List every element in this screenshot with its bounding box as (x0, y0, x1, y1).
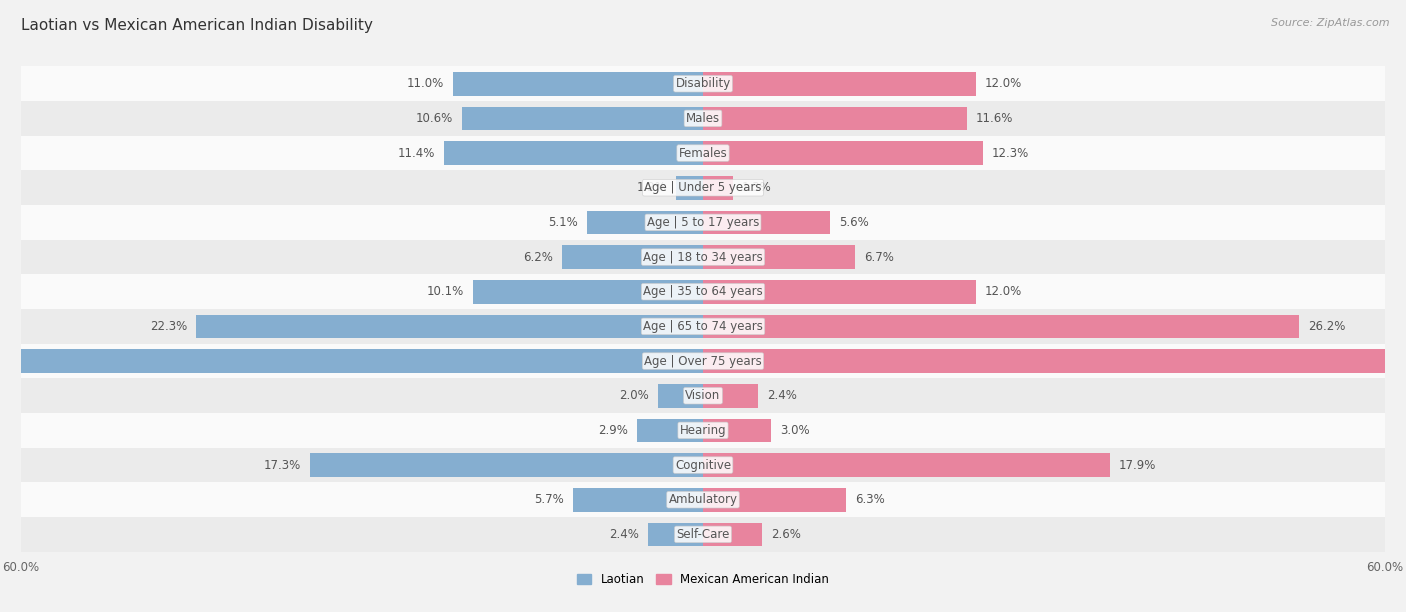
Text: 2.4%: 2.4% (766, 389, 797, 402)
Bar (703, 315, 1299, 338)
Bar (703, 211, 831, 234)
Text: Age | 35 to 64 years: Age | 35 to 64 years (643, 285, 763, 298)
Bar (703, 384, 758, 408)
Text: 26.2%: 26.2% (1308, 320, 1346, 333)
Text: 6.3%: 6.3% (855, 493, 884, 506)
Bar (588, 211, 703, 234)
Text: 11.6%: 11.6% (976, 112, 1014, 125)
Bar (444, 141, 703, 165)
Bar (703, 280, 976, 304)
Text: 11.0%: 11.0% (406, 77, 444, 90)
Text: 2.0%: 2.0% (619, 389, 648, 402)
Legend: Laotian, Mexican American Indian: Laotian, Mexican American Indian (572, 568, 834, 591)
Bar (21, 482, 1385, 517)
Bar (703, 176, 733, 200)
Bar (703, 72, 976, 95)
Text: Hearing: Hearing (679, 424, 727, 437)
Text: Cognitive: Cognitive (675, 458, 731, 472)
Bar (453, 72, 703, 95)
Bar (463, 106, 703, 130)
Text: 12.0%: 12.0% (984, 285, 1022, 298)
Text: Laotian vs Mexican American Indian Disability: Laotian vs Mexican American Indian Disab… (21, 18, 373, 34)
Bar (21, 378, 1385, 413)
Bar (21, 517, 1385, 552)
Text: 12.0%: 12.0% (984, 77, 1022, 90)
Text: 10.6%: 10.6% (416, 112, 453, 125)
Bar (0, 349, 703, 373)
Bar (703, 349, 1406, 373)
Text: Age | 18 to 34 years: Age | 18 to 34 years (643, 250, 763, 264)
Text: 6.7%: 6.7% (865, 250, 894, 264)
Text: 5.6%: 5.6% (839, 216, 869, 229)
Text: 17.3%: 17.3% (263, 458, 301, 472)
Bar (21, 344, 1385, 378)
Text: 5.7%: 5.7% (534, 493, 564, 506)
Text: Ambulatory: Ambulatory (668, 493, 738, 506)
Bar (703, 419, 772, 442)
Text: 2.9%: 2.9% (598, 424, 628, 437)
Bar (195, 315, 703, 338)
Text: 3.0%: 3.0% (780, 424, 810, 437)
Text: Age | 65 to 74 years: Age | 65 to 74 years (643, 320, 763, 333)
Text: Disability: Disability (675, 77, 731, 90)
Bar (676, 176, 703, 200)
Bar (703, 453, 1109, 477)
Text: Source: ZipAtlas.com: Source: ZipAtlas.com (1271, 18, 1389, 28)
Bar (648, 523, 703, 546)
Bar (562, 245, 703, 269)
Text: 2.6%: 2.6% (772, 528, 801, 541)
Text: Females: Females (679, 146, 727, 160)
Bar (658, 384, 703, 408)
Text: Self-Care: Self-Care (676, 528, 730, 541)
Text: 10.1%: 10.1% (427, 285, 464, 298)
Bar (637, 419, 703, 442)
Bar (21, 413, 1385, 448)
Bar (703, 523, 762, 546)
Bar (21, 205, 1385, 240)
Bar (21, 274, 1385, 309)
Text: 12.3%: 12.3% (991, 146, 1029, 160)
Bar (703, 141, 983, 165)
Bar (21, 309, 1385, 344)
Bar (309, 453, 703, 477)
Bar (21, 66, 1385, 101)
Text: 6.2%: 6.2% (523, 250, 553, 264)
Bar (21, 101, 1385, 136)
Bar (21, 448, 1385, 482)
Text: Age | 5 to 17 years: Age | 5 to 17 years (647, 216, 759, 229)
Bar (21, 170, 1385, 205)
Bar (703, 488, 846, 512)
Text: Age | Over 75 years: Age | Over 75 years (644, 354, 762, 368)
Bar (574, 488, 703, 512)
Bar (703, 106, 967, 130)
Text: 1.2%: 1.2% (637, 181, 666, 194)
Bar (21, 136, 1385, 170)
Text: 11.4%: 11.4% (398, 146, 434, 160)
Bar (474, 280, 703, 304)
Text: Vision: Vision (685, 389, 721, 402)
Text: 22.3%: 22.3% (150, 320, 187, 333)
Bar (21, 240, 1385, 274)
Text: 2.4%: 2.4% (609, 528, 640, 541)
Text: Age | Under 5 years: Age | Under 5 years (644, 181, 762, 194)
Text: 5.1%: 5.1% (548, 216, 578, 229)
Bar (703, 245, 855, 269)
Text: 17.9%: 17.9% (1119, 458, 1156, 472)
Text: 1.3%: 1.3% (741, 181, 772, 194)
Text: Males: Males (686, 112, 720, 125)
